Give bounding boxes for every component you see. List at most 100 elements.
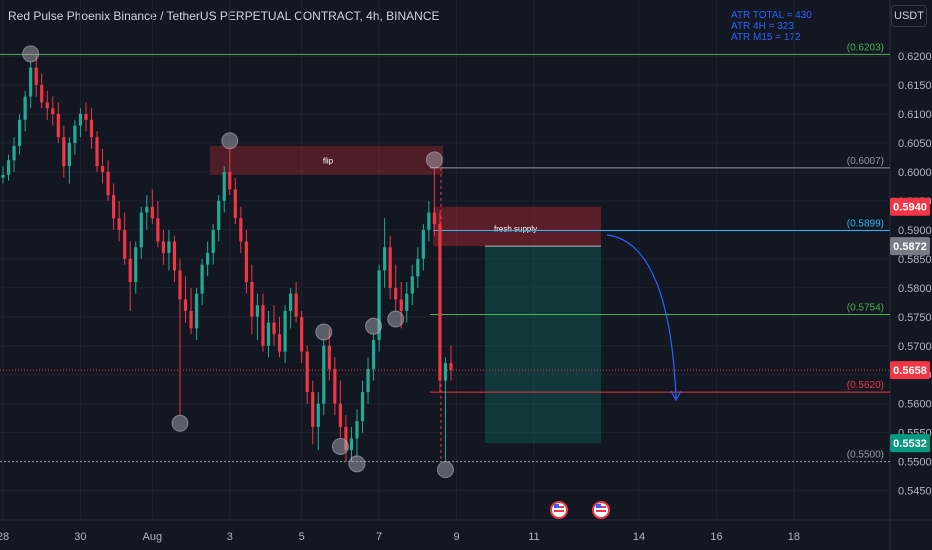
price-badge: 0.5872 xyxy=(890,237,930,256)
time-tick-label: 3 xyxy=(227,531,233,543)
candle-body xyxy=(360,392,365,422)
time-tick-label: 7 xyxy=(376,531,382,543)
candle-body xyxy=(405,293,409,312)
candle xyxy=(405,282,409,323)
candle-body xyxy=(427,212,431,230)
chart-title: Red Pulse Phoenix Binance / TetherUS PER… xyxy=(8,9,440,23)
currency-button[interactable]: USDT xyxy=(891,5,927,27)
us-flag-icon xyxy=(550,501,568,519)
candle-body xyxy=(322,345,326,404)
candle xyxy=(377,264,381,352)
candle-body xyxy=(277,334,282,352)
candle-body xyxy=(344,426,348,451)
arrow-head-icon xyxy=(670,390,682,402)
candle xyxy=(311,380,315,445)
candle-body xyxy=(6,160,11,175)
price-badge: 0.5532 xyxy=(890,434,930,453)
time-tick-label: Aug xyxy=(143,531,163,543)
pivot-marker xyxy=(315,323,333,341)
pivot-marker xyxy=(331,437,349,455)
price-tick-label: 0.5600 xyxy=(898,399,932,411)
candle-body xyxy=(156,218,160,242)
candle-body xyxy=(432,212,437,225)
candle-body xyxy=(394,287,398,300)
pivot-marker xyxy=(436,461,454,479)
candle-body xyxy=(333,368,337,404)
candle xyxy=(106,160,110,201)
price-axis[interactable]: 0.62000.61500.61000.60500.60000.59500.59… xyxy=(890,51,932,498)
candle xyxy=(427,200,431,242)
candle-body xyxy=(327,345,331,369)
price-tick-label: 0.5500 xyxy=(898,457,932,469)
time-tick-label: 11 xyxy=(528,531,539,543)
overlay xyxy=(440,167,682,519)
candle xyxy=(316,392,320,451)
candle xyxy=(421,224,425,271)
atr-total: ATR TOTAL = 430 xyxy=(731,10,812,21)
candle-body xyxy=(145,206,149,213)
level-label: (0.5899) xyxy=(847,218,884,229)
candle xyxy=(255,293,260,340)
candle xyxy=(388,235,392,300)
candle xyxy=(283,305,287,364)
candle-body xyxy=(388,247,392,288)
candle xyxy=(355,409,359,456)
candle-body xyxy=(300,316,304,352)
candle xyxy=(1,166,5,184)
candle xyxy=(322,339,326,416)
time-tick-label: 14 xyxy=(633,531,645,543)
candle xyxy=(40,73,44,109)
candle-body xyxy=(189,311,193,329)
candle xyxy=(34,56,38,97)
target-zone xyxy=(485,246,601,444)
candle-body xyxy=(45,102,49,109)
time-axis[interactable]: 28 30 Aug 3 5 7 9 11 14 16 18 xyxy=(0,531,800,543)
price-badge-label: 0.5658 xyxy=(893,365,927,377)
candle xyxy=(189,287,193,335)
candle-body xyxy=(283,311,287,352)
candle-body xyxy=(244,241,248,283)
candle-body xyxy=(239,218,243,242)
candle xyxy=(211,224,215,265)
pivot-marker xyxy=(365,317,383,335)
price-badge-label: 0.5532 xyxy=(893,438,927,450)
candle-body xyxy=(399,299,403,312)
level-label: (0.5500) xyxy=(847,450,884,461)
candle-body xyxy=(383,247,387,271)
level-label: (0.5754) xyxy=(847,302,884,313)
candle xyxy=(172,235,177,283)
candle-body xyxy=(294,293,298,317)
candle xyxy=(167,229,171,271)
price-badge: 0.5658 xyxy=(890,361,930,380)
candle xyxy=(244,229,248,294)
candle xyxy=(150,189,154,225)
atr-panel: ATR TOTAL = 430 ATR 4H = 323 ATR M15 = 1… xyxy=(731,10,812,43)
candle-body xyxy=(128,258,132,283)
candle-body xyxy=(222,171,226,201)
candle xyxy=(139,206,143,259)
price-tick-label: 0.5800 xyxy=(898,283,932,295)
candle-body xyxy=(51,108,55,115)
candle xyxy=(17,114,22,155)
candle-body xyxy=(311,392,315,427)
pivot-marker xyxy=(171,414,189,432)
candle-body xyxy=(89,119,94,138)
candle xyxy=(438,212,442,393)
candle-body xyxy=(172,241,177,271)
time-tick-label: 28 xyxy=(0,531,9,543)
flip-zone xyxy=(210,145,443,175)
price-badge-bg xyxy=(890,361,930,380)
candle xyxy=(233,177,237,225)
level-label: (0.6203) xyxy=(847,42,884,53)
atr-4h: ATR 4H = 323 xyxy=(731,21,794,32)
pivot-marker xyxy=(22,45,40,63)
candle-body xyxy=(183,299,188,312)
candle xyxy=(449,345,453,381)
price-tick-label: 0.6200 xyxy=(898,51,932,63)
candle-body xyxy=(443,363,448,381)
candle-body xyxy=(150,206,154,219)
candle-body xyxy=(366,368,370,393)
flag-stripe xyxy=(596,510,606,512)
